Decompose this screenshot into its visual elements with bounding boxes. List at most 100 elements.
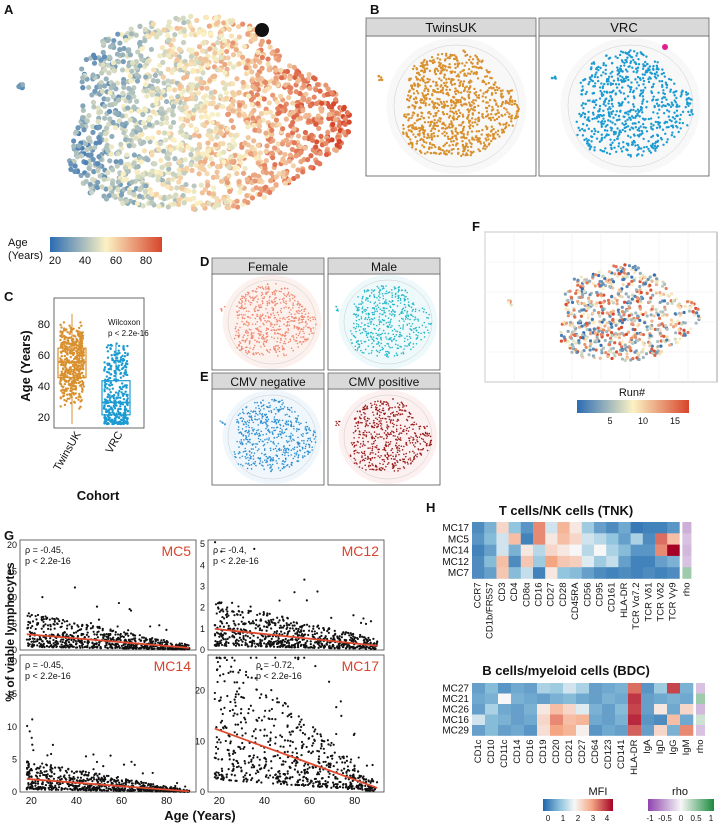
twins-point: [410, 130, 414, 133]
vrc-point: [654, 73, 657, 76]
female-point: [262, 343, 265, 346]
twins-point: [480, 67, 483, 70]
female-point: [277, 348, 279, 350]
twins-point: [412, 92, 416, 95]
tsne-age-point: [163, 98, 170, 105]
female-point: [288, 311, 291, 314]
female-point: [244, 295, 247, 297]
female-point: [259, 286, 261, 289]
female-point: [266, 287, 269, 290]
twins-point: [443, 143, 447, 146]
female-point: [285, 295, 288, 298]
vrc-point: [669, 105, 673, 109]
tsne-age-point: [230, 52, 237, 58]
boxplot-point: [62, 321, 66, 324]
vrc-point: [603, 129, 607, 132]
tsne-age-point: [147, 73, 153, 79]
tsne-age-point: [149, 92, 155, 98]
vrc-point: [628, 116, 631, 119]
twins-point: [465, 74, 468, 77]
tsne-age-point: [281, 104, 287, 110]
female-point: [247, 300, 250, 302]
vrc-point: [663, 121, 666, 125]
tsne-age-point: [214, 196, 220, 202]
female-point: [279, 298, 281, 301]
twins-point: [472, 150, 475, 154]
female-point: [300, 309, 303, 311]
tsne-age-point: [252, 127, 258, 133]
tsne-age-point: [196, 60, 202, 66]
vrc-point: [615, 110, 619, 113]
tsne-age-point: [218, 124, 224, 130]
twins-point: [445, 149, 449, 152]
twins-point: [420, 126, 423, 130]
twins-point: [433, 122, 436, 126]
boxplot-point: [77, 344, 80, 348]
tsne-age-point: [116, 97, 122, 103]
female-point: [253, 308, 256, 310]
female-point: [260, 304, 262, 306]
tsne-age-point: [170, 104, 177, 110]
female-point: [288, 318, 290, 321]
tsne-age-point: [161, 196, 167, 202]
twins-point: [445, 88, 448, 92]
tsne-age-point: [271, 145, 278, 151]
vrc-point: [640, 108, 643, 112]
vrc-point: [582, 111, 585, 115]
female-point: [266, 339, 268, 341]
vrc-point: [650, 127, 653, 130]
twins-point: [459, 124, 463, 127]
female-point: [268, 301, 270, 304]
female-point: [242, 308, 245, 310]
facet-twinsuk-strip: [365, 17, 537, 37]
twins-point: [482, 141, 486, 145]
male-point: [418, 309, 421, 312]
tsne-age-point: [221, 38, 228, 44]
vrc-point: [585, 124, 589, 127]
tsne-age-point: [291, 140, 297, 146]
twins-point: [503, 113, 507, 116]
male-point: [373, 302, 375, 305]
boxplot-point: [119, 422, 123, 425]
twins-point: [407, 142, 411, 146]
twins-point: [468, 91, 472, 94]
tsne-age-point: [228, 33, 235, 39]
twins-point: [436, 57, 439, 60]
vrc-point: [634, 144, 637, 147]
boxplot-point: [125, 402, 129, 406]
vrc-point: [610, 129, 613, 132]
vrc-point: [632, 108, 635, 112]
vrc-point: [625, 112, 628, 115]
female-point: [284, 342, 287, 345]
tsne-age-point: [170, 112, 176, 118]
tsne-age-point: [122, 164, 128, 171]
tsne-age-point: [214, 104, 220, 110]
twins-point: [433, 102, 436, 105]
tsne-age-point: [187, 196, 194, 203]
female-point: [315, 323, 317, 326]
twins-point: [437, 109, 440, 113]
female-point: [242, 339, 245, 342]
tsne-age-point: [190, 27, 196, 33]
twins-point: [403, 114, 406, 118]
tsne-age-point: [318, 133, 324, 139]
tsne-age-point: [244, 119, 250, 126]
female-point: [262, 334, 265, 336]
twins-point: [468, 101, 471, 104]
twins-point: [413, 64, 416, 68]
twins-point: [429, 129, 433, 133]
female-point: [269, 348, 272, 351]
tsne-age-point: [166, 166, 172, 172]
twins-point: [450, 152, 453, 155]
vrc-point: [597, 113, 600, 117]
tsne-age-point: [239, 154, 245, 160]
twins-point: [484, 83, 488, 86]
female-point: [245, 329, 247, 332]
female-point: [251, 314, 254, 316]
tsne-age-point: [118, 145, 125, 151]
female-point: [283, 340, 286, 343]
twins-point: [451, 100, 455, 103]
tsne-age-point: [208, 156, 214, 162]
tsne-age-point: [262, 88, 268, 94]
twins-point: [494, 131, 497, 134]
